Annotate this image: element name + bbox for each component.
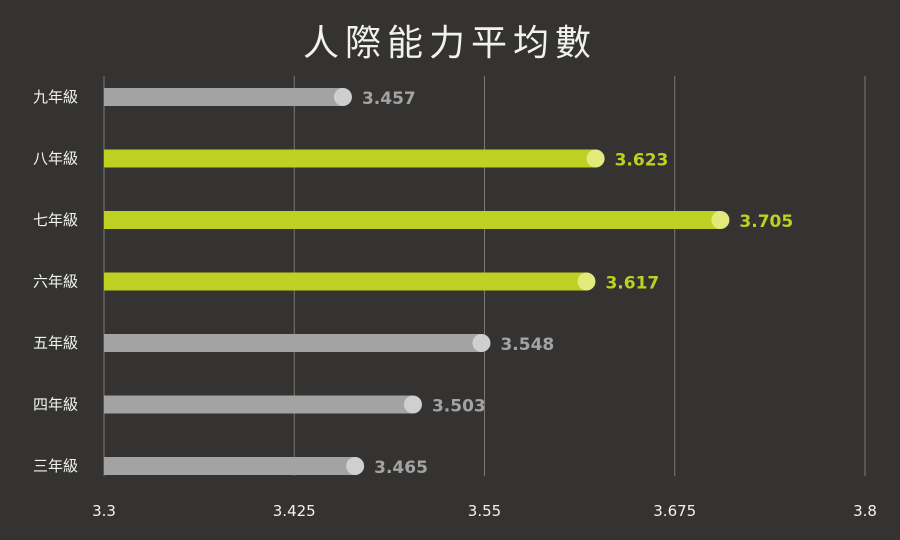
bar: [104, 334, 482, 352]
x-tick-label: 3.55: [468, 502, 501, 520]
bar: [104, 272, 587, 291]
bar-end-marker: [472, 334, 491, 352]
data-label: 3.623: [615, 151, 669, 171]
x-tick-label: 3.3: [92, 502, 116, 520]
bar-end-marker: [403, 395, 422, 414]
bar: [104, 88, 343, 106]
category-label: 九年級: [33, 88, 78, 106]
category-label: 三年級: [33, 457, 78, 475]
data-label: 3.548: [500, 335, 554, 355]
bar-end-marker: [586, 149, 605, 168]
data-label: 3.503: [432, 397, 486, 417]
x-tick-label: 3.425: [273, 502, 316, 520]
data-label: 3.705: [739, 212, 793, 232]
category-label: 七年級: [33, 211, 78, 229]
category-label: 八年級: [33, 150, 78, 168]
bar-end-marker: [711, 211, 730, 229]
category-label: 六年級: [33, 273, 78, 291]
bar-end-marker: [577, 272, 596, 291]
bar: [104, 457, 356, 475]
data-label: 3.457: [362, 89, 416, 109]
bar: [104, 149, 596, 168]
data-label: 3.465: [374, 458, 428, 478]
x-tick-label: 3.8: [853, 502, 877, 520]
data-label: 3.617: [605, 274, 659, 294]
category-label: 五年級: [33, 334, 78, 352]
chart-title: 人際能力平均數: [302, 23, 597, 64]
bar-end-marker: [346, 457, 365, 475]
category-label: 四年級: [33, 396, 78, 414]
x-tick-label: 3.675: [653, 502, 696, 520]
bar: [104, 395, 413, 414]
bar: [104, 211, 721, 229]
bar-end-marker: [333, 88, 352, 106]
